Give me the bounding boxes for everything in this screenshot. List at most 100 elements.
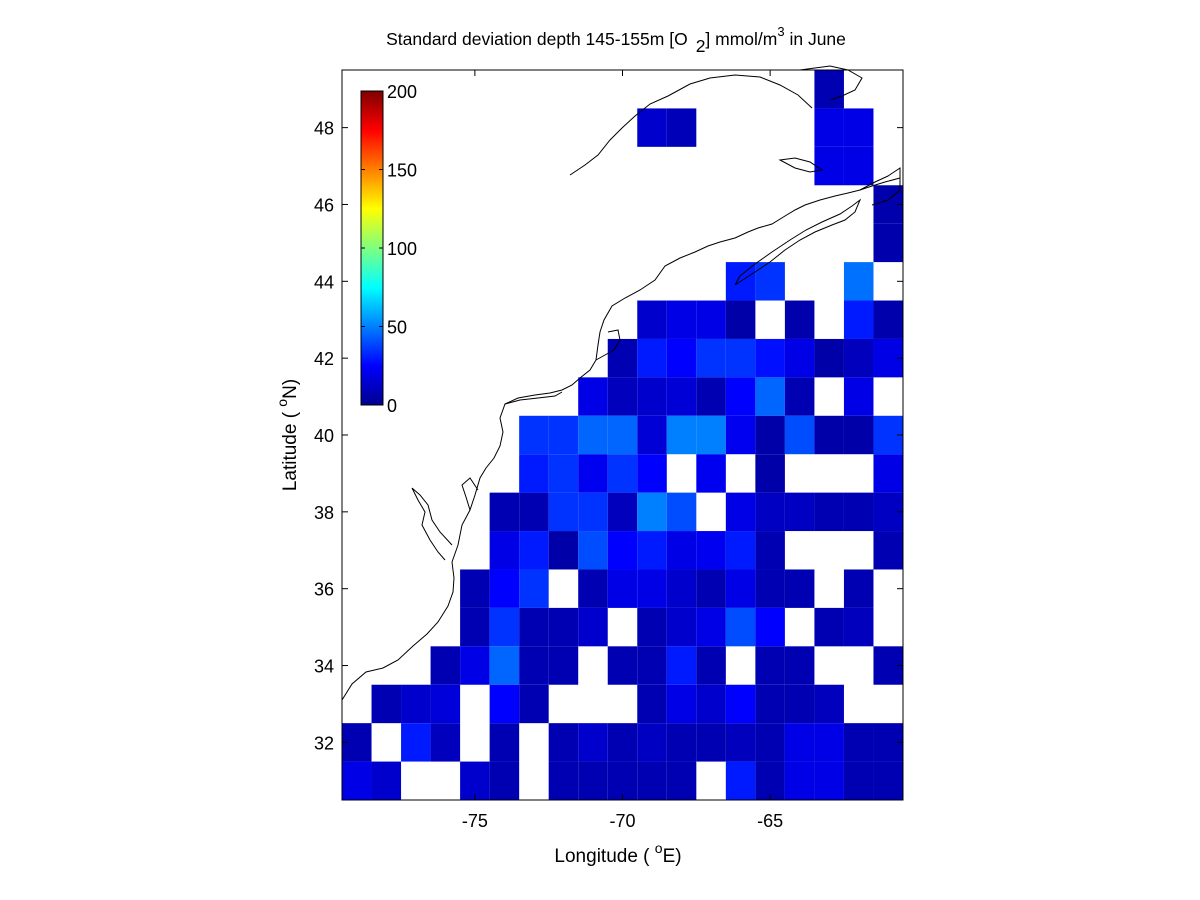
heatmap-cell	[489, 569, 520, 608]
heatmap-cell	[696, 723, 726, 762]
x-tick-label: -70	[609, 811, 635, 831]
colorbar-tick-label: 50	[387, 318, 407, 338]
coastline-map	[341, 65, 901, 701]
heatmap-cell	[548, 492, 579, 532]
heatmap-cell	[784, 492, 815, 532]
heatmap-cell	[401, 723, 431, 762]
heatmap-cell	[489, 492, 520, 532]
heatmap-cell	[430, 646, 461, 685]
colorbar-ticks: 0 50 100 150 200	[361, 82, 417, 416]
heatmap-cell	[578, 492, 608, 532]
heatmap-cell	[578, 569, 608, 608]
heatmap-cell	[725, 531, 756, 570]
heatmap-cell	[814, 146, 844, 186]
heatmap-cell	[666, 492, 697, 532]
heatmap-cell	[784, 684, 815, 724]
heatmap-cell	[666, 569, 697, 608]
heatmap-cell	[725, 607, 756, 647]
heatmap-cell	[725, 415, 756, 455]
plot-area	[342, 70, 903, 800]
heatmap-cell	[666, 377, 697, 416]
heatmap-cell	[607, 454, 638, 493]
heatmap-cell	[814, 108, 844, 147]
heatmap-cell	[489, 531, 520, 570]
chesapeake-shoreline	[411, 487, 453, 561]
heatmap-cell	[784, 569, 815, 608]
heatmap-cell	[519, 646, 549, 685]
delaware-bay-shoreline	[461, 477, 479, 511]
heatmap-cell	[637, 338, 667, 378]
heatmap-cell	[519, 492, 549, 532]
heatmap-cell	[725, 377, 756, 416]
heatmap-cell	[666, 646, 697, 685]
heatmap-cell	[843, 300, 874, 339]
heatmap-cell	[548, 723, 579, 762]
heatmap-cell	[755, 531, 785, 570]
heatmap-cell	[755, 761, 785, 800]
heatmap-cell	[666, 300, 697, 339]
heatmap-cell	[784, 338, 815, 378]
heatmap-cell	[578, 415, 608, 455]
st-lawrence-south-shore	[569, 74, 813, 176]
heatmap-cell	[666, 108, 697, 147]
heatmap-cell	[725, 338, 756, 378]
heatmap-cell	[873, 531, 903, 570]
heatmap-cell	[755, 492, 785, 532]
x-tick-label: -75	[462, 811, 488, 831]
heatmap-cell	[843, 569, 874, 608]
heatmap-cell	[843, 723, 874, 762]
title-tail: in June	[785, 29, 846, 49]
heatmap-cell	[519, 531, 549, 570]
heatmap-cell	[637, 492, 667, 532]
heatmap-cell	[578, 377, 608, 416]
y-tick-label: 48	[314, 119, 334, 139]
heatmap-cell	[430, 723, 461, 762]
y-axis-label-suffix: N)	[280, 379, 301, 399]
heatmap-cell	[843, 108, 874, 147]
y-axis-label: Latitude ( oN)	[274, 379, 301, 491]
heatmap-cell	[696, 377, 726, 416]
heatmap-cell	[814, 761, 844, 800]
heatmap-cell	[873, 223, 903, 263]
heatmap-cell	[843, 262, 874, 301]
heatmap-cell	[489, 607, 520, 647]
chart-title: Standard deviation depth 145-155m [O 2] m…	[386, 24, 846, 56]
heatmap-cell	[696, 646, 726, 685]
heatmap-cell	[696, 454, 726, 493]
heatmap-cell	[784, 723, 815, 762]
cape-breton-shoreline	[859, 167, 901, 206]
heatmap-cell	[578, 761, 608, 800]
colorbar: 0 50 100 150 200	[360, 82, 417, 416]
heatmap-cell	[814, 684, 844, 724]
heatmap-cell	[666, 415, 697, 455]
heatmap-cell	[460, 607, 490, 647]
heatmap-cell	[666, 723, 697, 762]
heatmap-cell	[725, 723, 756, 762]
heatmap-cell	[696, 415, 726, 455]
heatmap-cell	[784, 300, 815, 339]
nova-scotia-shoreline	[734, 198, 862, 286]
heatmap-cell	[460, 646, 490, 685]
heatmap-cell	[460, 569, 490, 608]
colorbar-tick-label: 100	[387, 239, 417, 259]
heatmap-cell	[696, 338, 726, 378]
heatmap-cell	[548, 531, 579, 570]
x-axis-label: Longitude ( oE)	[554, 840, 681, 867]
heatmap-cell	[843, 415, 874, 455]
heatmap-cell	[401, 684, 431, 724]
heatmap-cell	[607, 646, 638, 685]
heatmap-cell	[755, 684, 785, 724]
heatmap-cell	[725, 492, 756, 532]
heatmap-cell	[548, 607, 579, 647]
heatmap-cell	[755, 646, 785, 685]
heatmap-cell	[578, 723, 608, 762]
newfoundland-shoreline	[799, 65, 863, 101]
heatmap-cell	[519, 454, 549, 493]
y-axis-label-degree: o	[274, 399, 290, 407]
heatmap-cell	[519, 607, 549, 647]
heatmap-cell	[843, 492, 874, 532]
y-tick-label: 38	[314, 503, 334, 523]
heatmap-cell	[696, 531, 726, 570]
heatmap-cell	[637, 569, 667, 608]
